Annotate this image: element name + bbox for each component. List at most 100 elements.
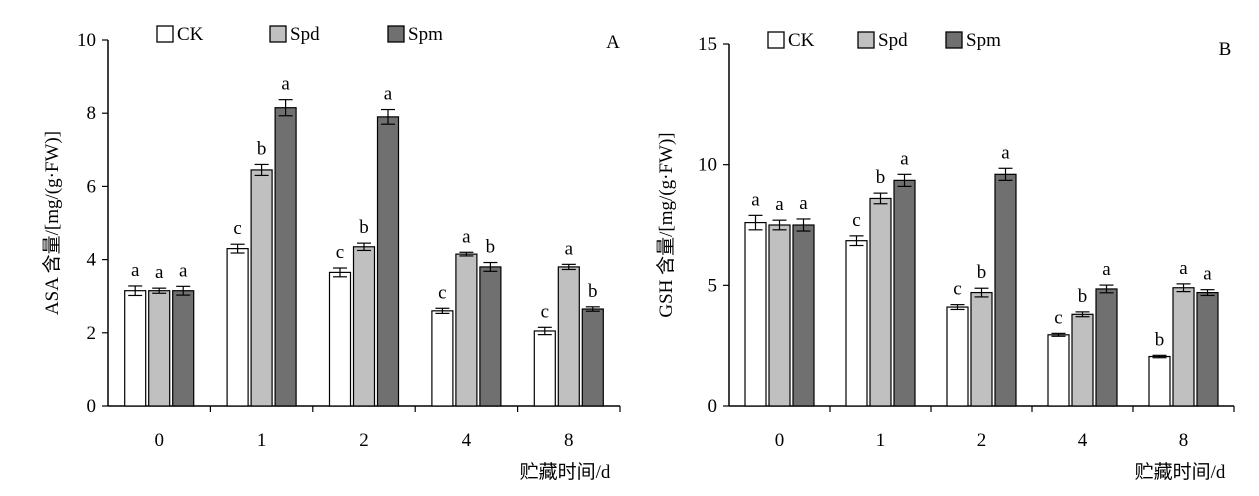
bar-ck xyxy=(328,271,352,407)
significance-letter: a xyxy=(1203,264,1212,285)
panel-label: A xyxy=(606,32,620,53)
significance-letter: b xyxy=(1078,286,1088,307)
x-axis-label: 贮藏时间/d xyxy=(520,461,611,483)
panel-label: B xyxy=(1219,39,1232,60)
bar-ck xyxy=(1047,334,1070,407)
y-tick-label: 0 xyxy=(87,396,97,417)
significance-letter: a xyxy=(799,193,808,214)
bar-spm xyxy=(792,224,815,407)
bar-ck xyxy=(1148,355,1171,407)
bar-spm xyxy=(274,107,297,407)
x-tick-label: 0 xyxy=(154,430,164,451)
x-tick-label: 4 xyxy=(1078,430,1088,451)
significance-letter: a xyxy=(1179,258,1188,279)
y-axis-label: GSH 含量/[mg/(g·FW)] xyxy=(655,132,677,317)
significance-letter: a xyxy=(1001,142,1010,163)
significance-letter: b xyxy=(257,138,267,159)
bar-spd xyxy=(455,253,478,407)
legend-label: Spd xyxy=(290,24,320,45)
x-tick-label: 0 xyxy=(775,430,785,451)
significance-letter: a xyxy=(900,148,909,169)
significance-letter: a xyxy=(179,260,188,281)
significance-letter: a xyxy=(1102,259,1111,280)
significance-letter: a xyxy=(565,238,574,259)
legend-label: CK xyxy=(177,24,204,45)
bar-spd xyxy=(970,291,993,407)
legend-label: Spm xyxy=(408,24,443,45)
bar-spm xyxy=(581,308,604,407)
x-tick-label: 1 xyxy=(257,430,267,451)
significance-letter: c xyxy=(1054,307,1062,328)
bar-spm xyxy=(479,266,502,407)
y-tick-label: 10 xyxy=(77,30,96,51)
legend-label: Spd xyxy=(878,30,908,51)
bar-spd xyxy=(768,224,791,407)
legend-label: Spm xyxy=(966,30,1001,51)
x-tick-label: 8 xyxy=(564,430,574,451)
significance-letter: b xyxy=(588,281,598,302)
bar-spd xyxy=(869,197,892,407)
y-tick-label: 15 xyxy=(698,34,717,55)
significance-letter: b xyxy=(977,262,987,283)
significance-letter: a xyxy=(131,260,140,281)
legend-swatch-ck xyxy=(767,31,785,49)
x-tick-label: 2 xyxy=(359,430,369,451)
y-axis-label: ASA 含量/[mg/(g·FW)] xyxy=(41,131,63,315)
y-tick-label: 4 xyxy=(87,250,97,271)
bar-spd xyxy=(148,290,171,407)
significance-letter: c xyxy=(541,301,549,322)
bar-ck xyxy=(124,290,147,407)
significance-letter: a xyxy=(155,262,164,283)
legend-swatch-spd xyxy=(269,25,287,43)
x-tick-label: 2 xyxy=(977,430,987,451)
bar-spm xyxy=(376,116,400,407)
y-tick-label: 2 xyxy=(87,323,97,344)
legend-swatch-ck xyxy=(156,25,174,43)
y-tick-label: 10 xyxy=(698,155,717,176)
x-tick-label: 8 xyxy=(1179,430,1189,451)
bar-spd xyxy=(250,169,273,407)
y-tick-label: 6 xyxy=(87,176,97,197)
bar-ck xyxy=(744,221,767,407)
y-tick-label: 0 xyxy=(708,396,718,417)
significance-letter: a xyxy=(384,84,393,105)
legend-swatch-spm xyxy=(387,25,405,43)
y-tick-label: 8 xyxy=(87,103,97,124)
bar-spm xyxy=(1196,291,1219,407)
x-axis-label: 贮藏时间/d xyxy=(1135,461,1226,483)
significance-letter: c xyxy=(852,210,860,231)
bar-ck xyxy=(226,248,249,407)
bar-ck xyxy=(431,310,454,407)
significance-letter: c xyxy=(336,242,344,263)
x-tick-label: 1 xyxy=(876,430,886,451)
significance-letter: a xyxy=(462,226,471,247)
bar-spd xyxy=(352,246,376,407)
legend-swatch-spd xyxy=(857,31,875,49)
significance-letter: b xyxy=(359,217,369,238)
bar-ck xyxy=(533,330,556,407)
x-tick-label: 4 xyxy=(462,430,472,451)
legend-label: CK xyxy=(788,30,815,51)
bar-spm xyxy=(172,290,195,407)
y-tick-label: 5 xyxy=(708,275,718,296)
significance-letter: c xyxy=(438,282,446,303)
bar-ck xyxy=(946,306,969,407)
bar-spm xyxy=(994,173,1017,407)
bar-spd xyxy=(1071,313,1094,407)
significance-letter: b xyxy=(876,167,886,188)
significance-letter: a xyxy=(281,74,290,95)
significance-letter: c xyxy=(953,279,961,300)
bar-ck xyxy=(845,240,868,407)
significance-letter: a xyxy=(775,194,784,215)
bar-spd xyxy=(557,266,580,407)
significance-letter: b xyxy=(486,237,496,258)
bar-spm xyxy=(1095,288,1118,407)
significance-letter: a xyxy=(751,189,760,210)
significance-letter: b xyxy=(1155,329,1165,350)
significance-letter: c xyxy=(233,218,241,239)
legend-swatch-spm xyxy=(945,31,963,49)
bar-spm xyxy=(893,179,916,407)
bar-spd xyxy=(1172,287,1195,407)
